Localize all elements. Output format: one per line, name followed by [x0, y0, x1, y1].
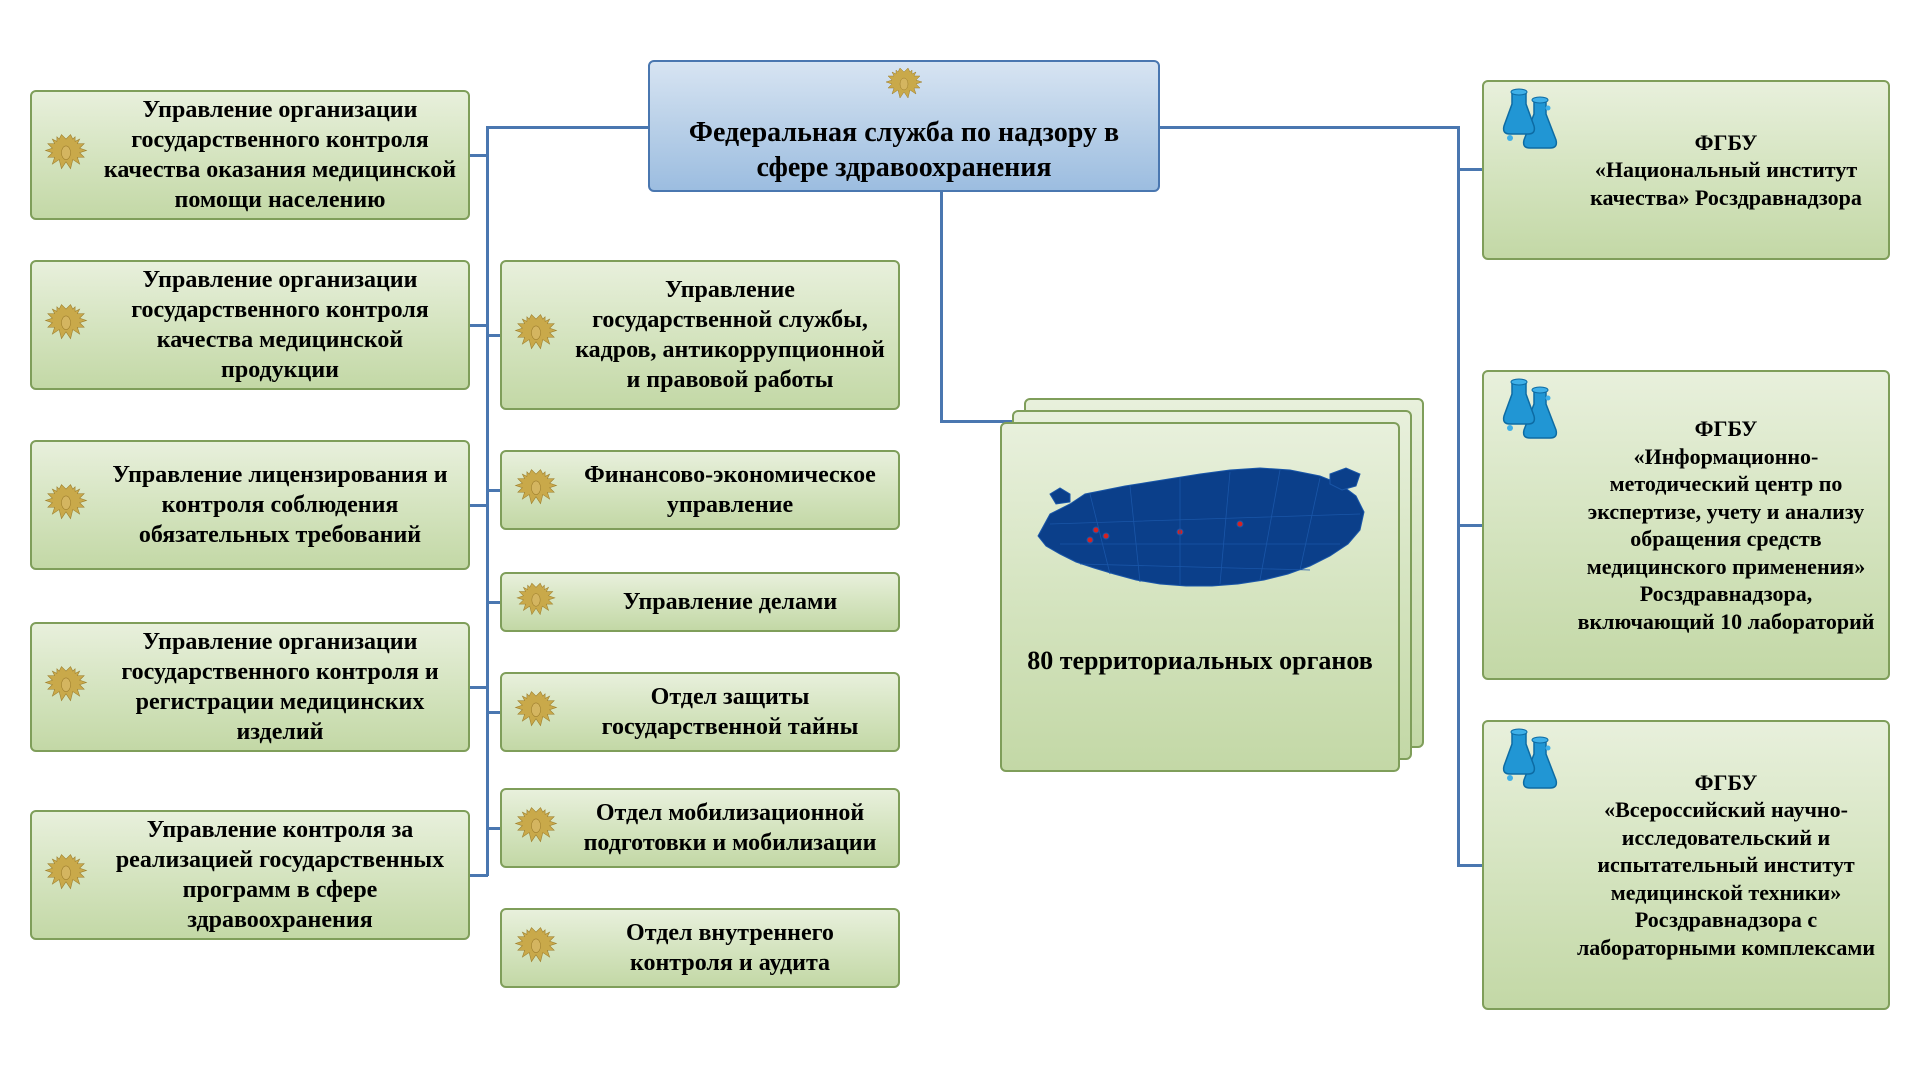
- mid-box-0: Управление государственной службы, кадро…: [500, 260, 900, 410]
- mid-box-3: Отдел защиты государственной тайны: [500, 672, 900, 752]
- left-box-4: Управление контроля за реализацией госуд…: [30, 810, 470, 940]
- flask-icon: [1490, 728, 1568, 806]
- eagle-icon: [508, 920, 564, 976]
- right-box-2-body: «Всероссийский научно-исследовательский …: [1577, 797, 1875, 960]
- eagle-icon: [882, 68, 926, 109]
- connector-r1: [1457, 524, 1483, 527]
- territorial-stack: 80 территориальных органов: [1000, 398, 1420, 768]
- mid-box-2-text: Управление делами: [572, 587, 888, 617]
- left-box-3: Управление организации государственного …: [30, 622, 470, 752]
- connector-l0: [470, 154, 488, 157]
- eagle-icon: [38, 659, 94, 715]
- right-box-1-title: ФГБУ: [1695, 416, 1758, 441]
- right-box-0-text: ФГБУ «Национальный институт качества» Ро…: [1574, 129, 1878, 212]
- right-box-1-text: ФГБУ «Информационно-методический центр п…: [1574, 415, 1878, 635]
- mid-box-4: Отдел мобилизационной подготовки и мобил…: [500, 788, 900, 868]
- connector-header-right: [1160, 126, 1460, 129]
- left-box-1: Управление организации государственного …: [30, 260, 470, 390]
- connector-header-left: [486, 126, 648, 129]
- eagle-icon: [508, 684, 564, 740]
- connector-l4: [470, 874, 488, 877]
- mid-box-1: Финансово-экономическое управление: [500, 450, 900, 530]
- eagle-icon: [508, 307, 564, 363]
- eagle-icon: [38, 847, 94, 903]
- mid-box-5-text: Отдел внутреннего контроля и аудита: [572, 918, 888, 978]
- connector-trunk: [940, 192, 943, 422]
- right-box-1: ФГБУ «Информационно-методический центр п…: [1482, 370, 1890, 680]
- right-box-0: ФГБУ «Национальный институт качества» Ро…: [1482, 80, 1890, 260]
- header-box: Федеральная служба по надзору в сфере зд…: [648, 60, 1160, 192]
- mid-box-3-text: Отдел защиты государственной тайны: [572, 682, 888, 742]
- russia-map-icon: [1030, 444, 1370, 624]
- mid-box-0-text: Управление государственной службы, кадро…: [572, 275, 888, 395]
- connector-l2: [470, 504, 488, 507]
- left-box-4-text: Управление контроля за реализацией госуд…: [102, 815, 458, 935]
- mid-box-2: Управление делами: [500, 572, 900, 632]
- connector-l3: [470, 686, 488, 689]
- flask-icon: [1490, 378, 1568, 456]
- eagle-icon: [508, 574, 564, 630]
- right-box-0-body: «Национальный институт качества» Росздра…: [1590, 157, 1862, 210]
- connector-l1: [470, 324, 488, 327]
- mid-box-4-text: Отдел мобилизационной подготовки и мобил…: [572, 798, 888, 858]
- eagle-icon: [38, 477, 94, 533]
- eagle-icon: [508, 462, 564, 518]
- stack-card-front: 80 территориальных органов: [1000, 422, 1400, 772]
- left-box-0: Управление организации государственного …: [30, 90, 470, 220]
- flask-icon: [1490, 88, 1568, 166]
- eagle-icon: [38, 297, 94, 353]
- left-box-2-text: Управление лицензирования и контроля соб…: [102, 460, 458, 550]
- right-box-2-title: ФГБУ: [1695, 770, 1758, 795]
- connector-left-spine: [486, 126, 489, 876]
- right-box-1-body: «Информационно-методический центр по экс…: [1578, 444, 1875, 634]
- connector-r2: [1457, 864, 1483, 867]
- mid-box-1-text: Финансово-экономическое управление: [572, 460, 888, 520]
- left-box-3-text: Управление организации государственного …: [102, 627, 458, 747]
- left-box-2: Управление лицензирования и контроля соб…: [30, 440, 470, 570]
- eagle-icon: [38, 127, 94, 183]
- right-box-0-title: ФГБУ: [1695, 130, 1758, 155]
- eagle-icon: [508, 800, 564, 856]
- right-box-2: ФГБУ «Всероссийский научно-исследователь…: [1482, 720, 1890, 1010]
- territorial-caption: 80 территориальных органов: [1027, 644, 1373, 678]
- left-box-1-text: Управление организации государственного …: [102, 265, 458, 385]
- right-box-2-text: ФГБУ «Всероссийский научно-исследователь…: [1574, 769, 1878, 962]
- connector-r0: [1457, 168, 1483, 171]
- connector-right-spine: [1457, 126, 1460, 866]
- header-title: Федеральная служба по надзору в сфере зд…: [670, 115, 1138, 185]
- mid-box-5: Отдел внутреннего контроля и аудита: [500, 908, 900, 988]
- left-box-0-text: Управление организации государственного …: [102, 95, 458, 215]
